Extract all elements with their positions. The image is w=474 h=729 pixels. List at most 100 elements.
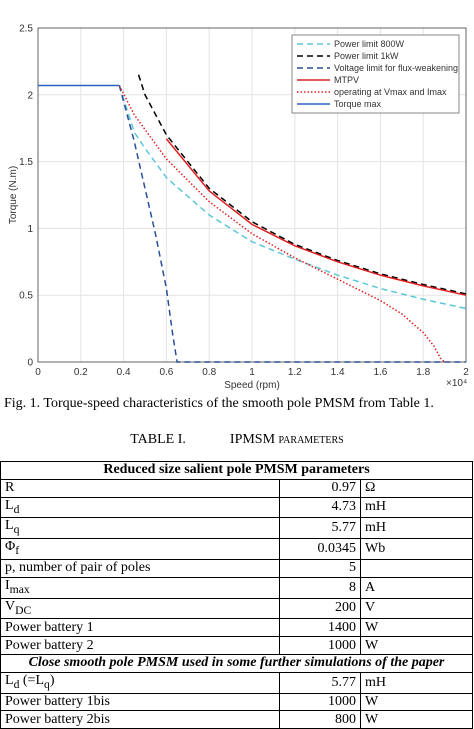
x-tick-label: 2 <box>463 367 469 378</box>
param-name: Power battery 1 <box>0 618 280 638</box>
subscript: DC <box>15 603 32 617</box>
x-tick-label: 1.4 <box>331 367 345 378</box>
param-value: 8 <box>279 576 361 599</box>
param-unit: mH <box>360 671 473 694</box>
table-row: Power battery 2bis 800 W <box>0 710 473 729</box>
subscript: q <box>44 677 50 691</box>
table-row: p, number of pair of poles 5 <box>0 558 473 578</box>
table-row: VDC 200 V <box>0 597 473 620</box>
subscript: d <box>13 677 20 691</box>
y-tick-label: 0.5 <box>19 291 33 302</box>
label-text: p, number of pair of poles <box>5 560 151 576</box>
x-tick-label: 0 <box>35 367 41 378</box>
label-text: L <box>5 497 14 513</box>
table-name: IPMSM parameters <box>229 432 344 447</box>
param-value: 5 <box>279 558 361 578</box>
param-unit: mH <box>360 517 473 540</box>
axes-box <box>37 27 467 363</box>
series-line <box>165 138 467 296</box>
x-tick-label: 0.4 <box>117 367 131 378</box>
label-text: Power battery 1 <box>5 619 94 635</box>
table-row: Φf 0.0345 Wb <box>0 538 473 560</box>
x-multiplier: ×10⁴ <box>446 378 467 389</box>
label-text: Power battery 1bis <box>5 693 110 709</box>
series-line <box>118 85 467 310</box>
param-unit <box>360 558 473 578</box>
param-value: 1400 <box>279 618 361 638</box>
label-text: Φ <box>5 539 16 555</box>
table-row: Close smooth pole PMSM used in some furt… <box>0 653 473 673</box>
x-axis-label: Speed (rpm) <box>224 380 280 391</box>
chart: 00.511.522.50 0.2 0.4 0.6 0.8 1 1.2 1.4 1.6 1.8 2×… <box>8 24 469 392</box>
table-header: Close smooth pole PMSM used in some furt… <box>0 653 473 673</box>
y-tick-label: 2.5 <box>19 24 33 35</box>
y-tick-label: 2 <box>27 90 33 101</box>
param-value: 0.97 <box>279 478 361 498</box>
legend-label: Power limit 800W <box>334 39 405 49</box>
series-line <box>118 85 446 363</box>
table-row: Ld (=Lq) 5.77 mH <box>0 671 473 694</box>
param-value: 5.77 <box>279 517 361 540</box>
page: {"figure": { "ylabel": "Torque (N.m)", "… <box>0 23 474 729</box>
subscript: q <box>13 523 20 537</box>
label-text: I <box>5 577 10 593</box>
legend-label: Torque max <box>334 99 382 109</box>
x-tick-label: 1.8 <box>416 367 430 378</box>
param-unit: W <box>360 618 473 638</box>
label-text: R <box>5 480 15 496</box>
label-text: (=L <box>19 672 44 688</box>
y-tick-label: 1.5 <box>19 157 33 168</box>
table-row: Lq 5.77 mH <box>0 517 473 540</box>
param-unit: W <box>360 692 473 712</box>
table-row: Power battery 1bis 1000 W <box>0 692 473 712</box>
label-text: ) <box>49 672 55 688</box>
table-header: Reduced size salient pole PMSM parameter… <box>0 461 473 480</box>
param-unit: Wb <box>360 538 473 560</box>
label-text: L <box>5 672 14 688</box>
legend-label: Voltage limit for flux-weakening <box>334 63 458 73</box>
param-value: 4.73 <box>279 496 361 519</box>
legend-label: Power limit 1kW <box>334 51 399 61</box>
x-tick-label: 0.8 <box>202 367 216 378</box>
x-tick-label: 0.2 <box>74 367 88 378</box>
param-unit: Ω <box>360 478 473 498</box>
subscript: d <box>13 502 20 516</box>
y-tick-label: 1 <box>27 224 33 235</box>
param-name: Φf <box>0 538 280 560</box>
param-value: 1000 <box>279 692 361 712</box>
table-row: Imax 8 A <box>0 576 473 599</box>
param-unit: A <box>360 576 473 599</box>
param-name: Ld (=Lq) <box>0 671 280 694</box>
y-tick-label: 0 <box>27 358 33 369</box>
series-line <box>118 85 466 363</box>
param-value: 0.0345 <box>279 538 361 560</box>
label-text: V <box>5 598 16 614</box>
table-row: Power battery 1 1400 W <box>0 618 473 638</box>
series-line <box>137 74 467 295</box>
table-row: Ld 4.73 mH <box>0 496 473 519</box>
table-label: TABLE I. <box>130 432 186 447</box>
x-tick-label: 0.6 <box>159 367 173 378</box>
param-name: Power battery 2 <box>0 636 280 655</box>
param-name: p, number of pair of poles <box>0 558 280 578</box>
table-title: TABLE I. IPMSM parameters <box>0 432 474 448</box>
param-value: 5.77 <box>279 671 361 694</box>
x-tick-label: 1.2 <box>288 367 302 378</box>
param-unit: V <box>360 597 473 620</box>
param-name: Power battery 2bis <box>0 710 280 729</box>
label-text: Power battery 2bis <box>5 711 110 727</box>
legend-label: operating at Vmax and Imax <box>334 87 447 97</box>
subscript: max <box>9 582 30 596</box>
y-axis-label: Torque (N.m) <box>8 166 19 224</box>
param-name: Lq <box>0 517 280 540</box>
param-value: 200 <box>279 597 361 620</box>
legend-box <box>291 34 460 114</box>
table-row: Reduced size salient pole PMSM parameter… <box>0 461 473 480</box>
x-tick-label: 1 <box>249 367 255 378</box>
label-text: Power battery 2 <box>5 637 94 653</box>
param-unit: W <box>360 636 473 655</box>
parameter-table: Reduced size salient pole PMSM parameter… <box>0 461 473 729</box>
figure-caption: Fig. 1. Torque-speed characteristics of … <box>4 396 434 411</box>
label-text: L <box>5 518 14 534</box>
param-name: R <box>0 478 280 498</box>
